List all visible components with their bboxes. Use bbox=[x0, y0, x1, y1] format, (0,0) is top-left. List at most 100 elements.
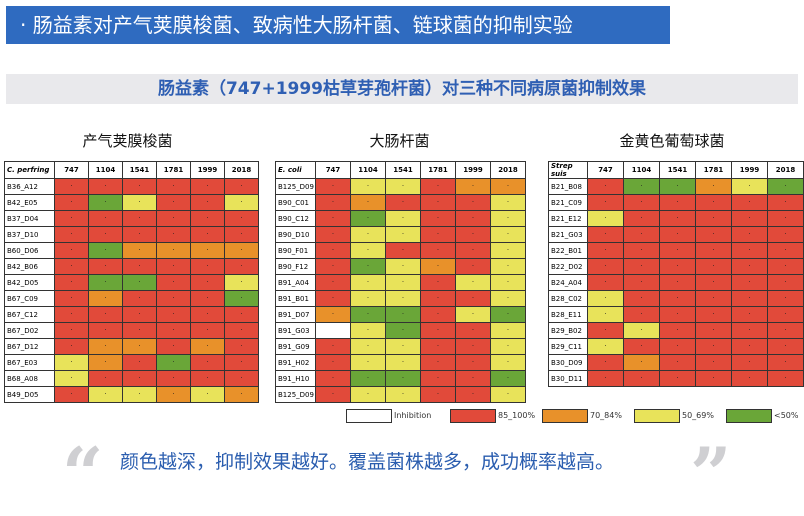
legend-label: 85_100% bbox=[498, 411, 536, 420]
inhibition-cell: · bbox=[350, 386, 386, 403]
strain-label: B67_E03 bbox=[4, 354, 55, 371]
inhibition-cell: · bbox=[54, 242, 89, 259]
pathogen-label: C. perfring bbox=[4, 161, 55, 179]
table-header-row: E. coli 747 1104 1541 1781 1999 2018 bbox=[275, 161, 526, 179]
strain-label: B37_D10 bbox=[4, 226, 55, 243]
inhibition-cell: · bbox=[623, 178, 660, 195]
inhibition-cell: · bbox=[54, 178, 89, 195]
inhibition-cell: · bbox=[122, 242, 157, 259]
inhibition-cell: · bbox=[224, 226, 259, 243]
inhibition-cell: · bbox=[224, 194, 259, 211]
inhibition-cell: · bbox=[88, 306, 123, 323]
inhibition-cell: · bbox=[587, 242, 624, 259]
column-header: 1781 bbox=[695, 161, 732, 179]
inhibition-cell: · bbox=[767, 338, 804, 355]
inhibition-cell: · bbox=[385, 178, 421, 195]
strain-label: B90_F12 bbox=[275, 258, 316, 275]
inhibition-cell: · bbox=[455, 210, 491, 227]
inhibition-cell: · bbox=[156, 322, 191, 339]
inhibition-cell: · bbox=[54, 258, 89, 275]
inhibition-cell: · bbox=[122, 274, 157, 291]
inhibition-cell: · bbox=[490, 386, 526, 403]
table-row: B91_G03 · · · · · bbox=[275, 322, 526, 339]
inhibition-cell: · bbox=[385, 386, 421, 403]
inhibition-cell: · bbox=[224, 354, 259, 371]
inhibition-cell: · bbox=[88, 178, 123, 195]
inhibition-cell: · bbox=[156, 210, 191, 227]
inhibition-cell: · bbox=[767, 354, 804, 371]
inhibition-cell: · bbox=[385, 226, 421, 243]
table-row: B90_F12 · · · · · · bbox=[275, 258, 526, 275]
inhibition-cell: · bbox=[224, 178, 259, 195]
inhibition-cell: · bbox=[420, 226, 456, 243]
inhibition-cell: · bbox=[420, 306, 456, 323]
column-header: 747 bbox=[587, 161, 624, 179]
inhibition-cell: · bbox=[767, 210, 804, 227]
inhibition-cell: · bbox=[695, 290, 732, 307]
inhibition-cell: · bbox=[659, 290, 696, 307]
strain-label: B22_B01 bbox=[548, 242, 588, 259]
legend-label: <50% bbox=[774, 411, 799, 420]
inhibition-cell: · bbox=[315, 274, 351, 291]
inhibition-cell: · bbox=[315, 178, 351, 195]
legend-swatch-red bbox=[450, 409, 496, 423]
table-row: B21_B08 · · · · · · bbox=[548, 178, 804, 195]
inhibition-table: C. perfring 747 1104 1541 1781 1999 2018 B36_A1… bbox=[4, 161, 259, 403]
inhibition-cell: · bbox=[385, 354, 421, 371]
inhibition-cell: · bbox=[190, 386, 225, 403]
inhibition-cell: · bbox=[88, 210, 123, 227]
strain-label: B91_A04 bbox=[275, 274, 316, 291]
inhibition-cell: · bbox=[88, 322, 123, 339]
inhibition-cell: · bbox=[156, 354, 191, 371]
inhibition-cell: · bbox=[659, 370, 696, 387]
inhibition-cell: · bbox=[88, 242, 123, 259]
strain-label: B21_E12 bbox=[548, 210, 588, 227]
inhibition-cell: · bbox=[350, 258, 386, 275]
strain-label: B68_A08 bbox=[4, 370, 55, 387]
inhibition-cell: · bbox=[490, 274, 526, 291]
table-row: B28_C02 · · · · · · bbox=[548, 290, 804, 307]
inhibition-cell: · bbox=[455, 338, 491, 355]
inhibition-cell: · bbox=[315, 258, 351, 275]
inhibition-cell: · bbox=[54, 322, 89, 339]
inhibition-cell: · bbox=[122, 210, 157, 227]
inhibition-cell: · bbox=[350, 194, 386, 211]
column-header: 2018 bbox=[767, 161, 804, 179]
inhibition-cell: · bbox=[659, 306, 696, 323]
panel-title: 大肠杆菌 bbox=[369, 132, 430, 150]
close-quote-icon: ” bbox=[690, 431, 732, 516]
inhibition-cell bbox=[315, 322, 351, 339]
inhibition-cell: · bbox=[420, 258, 456, 275]
strain-label: B28_C02 bbox=[548, 290, 588, 307]
strain-label: B29_B02 bbox=[548, 322, 588, 339]
inhibition-cell: · bbox=[420, 194, 456, 211]
table-row: B37_D04 · · · · · · bbox=[4, 210, 259, 227]
inhibition-cell: · bbox=[420, 274, 456, 291]
table-row: B67_D02 · · · · · · bbox=[4, 322, 259, 339]
inhibition-cell: · bbox=[455, 226, 491, 243]
column-header: 1999 bbox=[455, 161, 491, 179]
inhibition-cell: · bbox=[623, 290, 660, 307]
inhibition-cell: · bbox=[156, 306, 191, 323]
inhibition-cell: · bbox=[420, 290, 456, 307]
inhibition-cell: · bbox=[731, 242, 768, 259]
inhibition-cell: · bbox=[490, 194, 526, 211]
table-row: B42_E05 · · · · · · bbox=[4, 194, 259, 211]
legend-swatch-green bbox=[726, 409, 772, 423]
inhibition-cell: · bbox=[54, 370, 89, 387]
inhibition-cell: · bbox=[490, 354, 526, 371]
inhibition-cell: · bbox=[385, 322, 421, 339]
inhibition-cell: · bbox=[156, 290, 191, 307]
inhibition-cell: · bbox=[587, 338, 624, 355]
inhibition-cell: · bbox=[623, 258, 660, 275]
legend: Inhibition 85_100% 70_84% 50_69% <50% bbox=[346, 409, 798, 423]
inhibition-cell: · bbox=[659, 322, 696, 339]
inhibition-cell: · bbox=[122, 290, 157, 307]
inhibition-cell: · bbox=[455, 290, 491, 307]
inhibition-cell: · bbox=[190, 290, 225, 307]
inhibition-cell: · bbox=[190, 354, 225, 371]
inhibition-cell: · bbox=[623, 338, 660, 355]
inhibition-cell: · bbox=[88, 290, 123, 307]
inhibition-cell: · bbox=[587, 370, 624, 387]
page-title: · 肠益素对产气荚膜梭菌、致病性大肠杆菌、链球菌的抑制实验 bbox=[6, 6, 670, 44]
